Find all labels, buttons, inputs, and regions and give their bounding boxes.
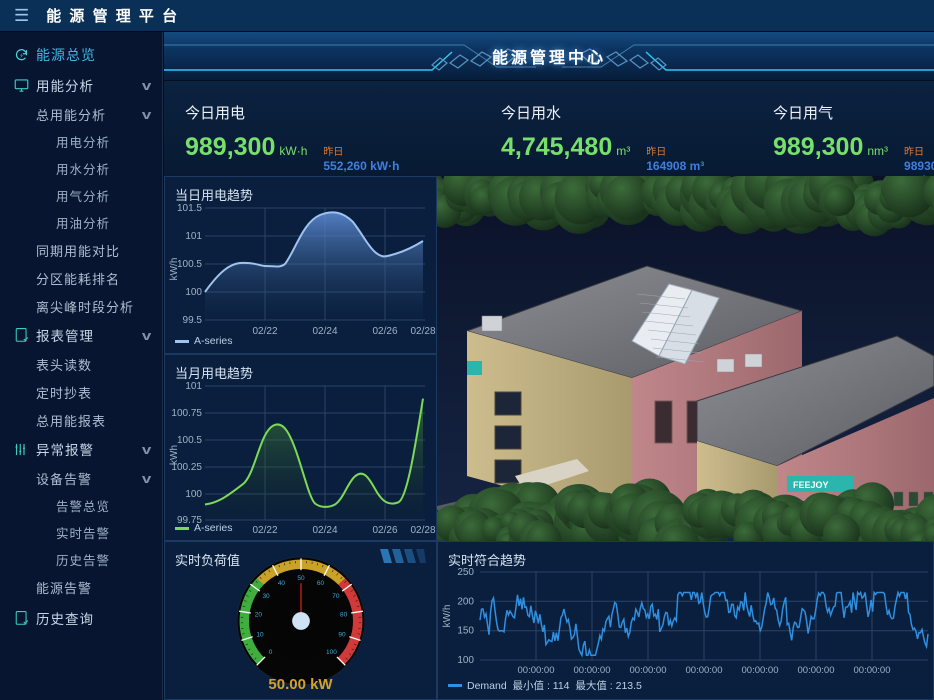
svg-text:00:00:00: 00:00:00 <box>574 665 611 676</box>
svg-text:02/28: 02/28 <box>410 326 435 337</box>
svg-text:FEEJOY: FEEJOY <box>793 480 829 490</box>
svg-text:02/24: 02/24 <box>312 525 337 536</box>
svg-text:kW/h: kW/h <box>169 258 180 281</box>
svg-text:00:00:00: 00:00:00 <box>686 665 723 676</box>
svg-text:100: 100 <box>457 655 474 666</box>
svg-text:100: 100 <box>185 287 202 298</box>
svg-text:50: 50 <box>297 575 305 582</box>
svg-text:00:00:00: 00:00:00 <box>630 665 667 676</box>
svg-text:kWh: kWh <box>169 445 180 465</box>
svg-text:100.5: 100.5 <box>177 435 202 446</box>
svg-text:02/22: 02/22 <box>252 326 277 337</box>
svg-text:101.5: 101.5 <box>177 203 202 214</box>
svg-text:100: 100 <box>185 489 202 500</box>
svg-text:101: 101 <box>185 381 202 392</box>
svg-text:70: 70 <box>332 593 340 600</box>
svg-text:20: 20 <box>254 612 262 619</box>
svg-text:00:00:00: 00:00:00 <box>798 665 835 676</box>
svg-text:02/22: 02/22 <box>252 525 277 536</box>
svg-text:90: 90 <box>338 632 346 639</box>
svg-text:101: 101 <box>185 231 202 242</box>
svg-text:100: 100 <box>326 649 337 656</box>
svg-text:60: 60 <box>316 580 324 587</box>
svg-text:02/24: 02/24 <box>312 326 337 337</box>
svg-text:80: 80 <box>339 612 347 619</box>
svg-text:00:00:00: 00:00:00 <box>854 665 891 676</box>
svg-text:100.5: 100.5 <box>177 259 202 270</box>
svg-text:200: 200 <box>457 596 474 607</box>
svg-text:02/26: 02/26 <box>372 525 397 536</box>
svg-text:150: 150 <box>457 626 474 637</box>
svg-text:kW/h: kW/h <box>442 605 453 628</box>
svg-text:02/26: 02/26 <box>372 326 397 337</box>
svg-text:02/28: 02/28 <box>410 525 435 536</box>
svg-text:0: 0 <box>268 649 272 656</box>
svg-text:00:00:00: 00:00:00 <box>518 665 555 676</box>
svg-text:10: 10 <box>256 632 264 639</box>
svg-text:100.75: 100.75 <box>171 408 202 419</box>
svg-text:99.5: 99.5 <box>183 315 203 326</box>
svg-text:00:00:00: 00:00:00 <box>742 665 779 676</box>
